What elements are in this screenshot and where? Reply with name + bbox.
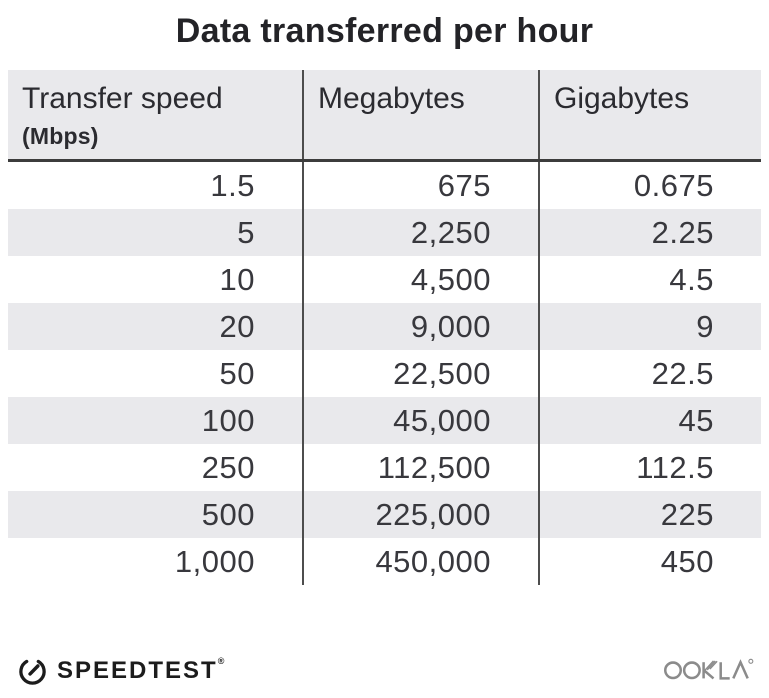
speedometer-gauge-icon (19, 659, 46, 685)
table-cell: 250 (201, 450, 255, 485)
table-cell: 112.5 (538, 444, 761, 491)
table-row: 1.5 675 0.675 (8, 162, 761, 209)
header-cell-megabytes: Megabytes (302, 70, 538, 159)
table-cell: 9,000 (302, 303, 538, 350)
ookla-logo: OOKLA (663, 655, 755, 687)
speedtest-logo: SPEEDTEST® (17, 656, 224, 687)
table-row: 5 2,250 2.25 (8, 209, 761, 256)
chart-title: Data transferred per hour (175, 12, 594, 50)
table-cell: 2.25 (538, 209, 761, 256)
table-cell: 45,000 (302, 397, 538, 444)
table-row: 10 4,500 4.5 (8, 256, 761, 303)
table-cell: 20 (219, 309, 255, 344)
column-sublabel: (Mbps) (22, 122, 99, 149)
table-cell: 45 (538, 397, 761, 444)
header-cell-transfer-speed: Transfer speed (Mbps) (8, 70, 302, 159)
table-cell: 2,250 (302, 209, 538, 256)
table-row: 250 112,500 112.5 (8, 444, 761, 491)
table-body: 1.5 675 0.675 5 2,250 2.25 10 4,500 4.5 20 9,000 9 5… (8, 162, 761, 585)
table-cell: 450,000 (302, 538, 538, 585)
table-row: 1,000 450,000 450 (8, 538, 761, 585)
table-cell: 4.5 (538, 256, 761, 303)
data-table: Transfer speed (Mbps) Megabytes Gigabyte… (8, 70, 761, 585)
ookla-wordmark-icon (663, 658, 754, 680)
table-cell: 675 (302, 162, 538, 209)
table-row: 100 45,000 45 (8, 397, 761, 444)
table-cell: 10 (219, 262, 255, 297)
column-label: Gigabytes (554, 82, 690, 115)
table-cell: 22.5 (538, 350, 761, 397)
footer: SPEEDTEST® OOKLA (17, 654, 755, 688)
table-row: 500 225,000 225 (8, 491, 761, 538)
table-cell: 0.675 (538, 162, 761, 209)
table-cell: 225 (538, 491, 761, 538)
table-cell: 1.5 (210, 168, 255, 203)
table-cell: 112,500 (302, 444, 538, 491)
table-cell: 1,000 (174, 544, 255, 579)
table-header-row: Transfer speed (Mbps) Megabytes Gigabyte… (8, 70, 761, 162)
header-cell-gigabytes: Gigabytes (538, 70, 761, 159)
table-cell: 225,000 (302, 491, 538, 538)
table-cell: 9 (538, 303, 761, 350)
column-label: Megabytes (318, 82, 465, 115)
table-row: 20 9,000 9 (8, 303, 761, 350)
table-row: 50 22,500 22.5 (8, 350, 761, 397)
table-cell: 50 (219, 356, 255, 391)
table-cell: 4,500 (302, 256, 538, 303)
table-cell: 500 (201, 497, 255, 532)
registered-mark: ® (217, 656, 225, 666)
speedtest-wordmark: SPEEDTEST® (57, 656, 225, 684)
table-cell: 5 (237, 215, 255, 250)
table-cell: 450 (538, 538, 761, 585)
table-cell: 100 (201, 403, 255, 438)
table-cell: 22,500 (302, 350, 538, 397)
column-label: Transfer speed (22, 82, 223, 115)
